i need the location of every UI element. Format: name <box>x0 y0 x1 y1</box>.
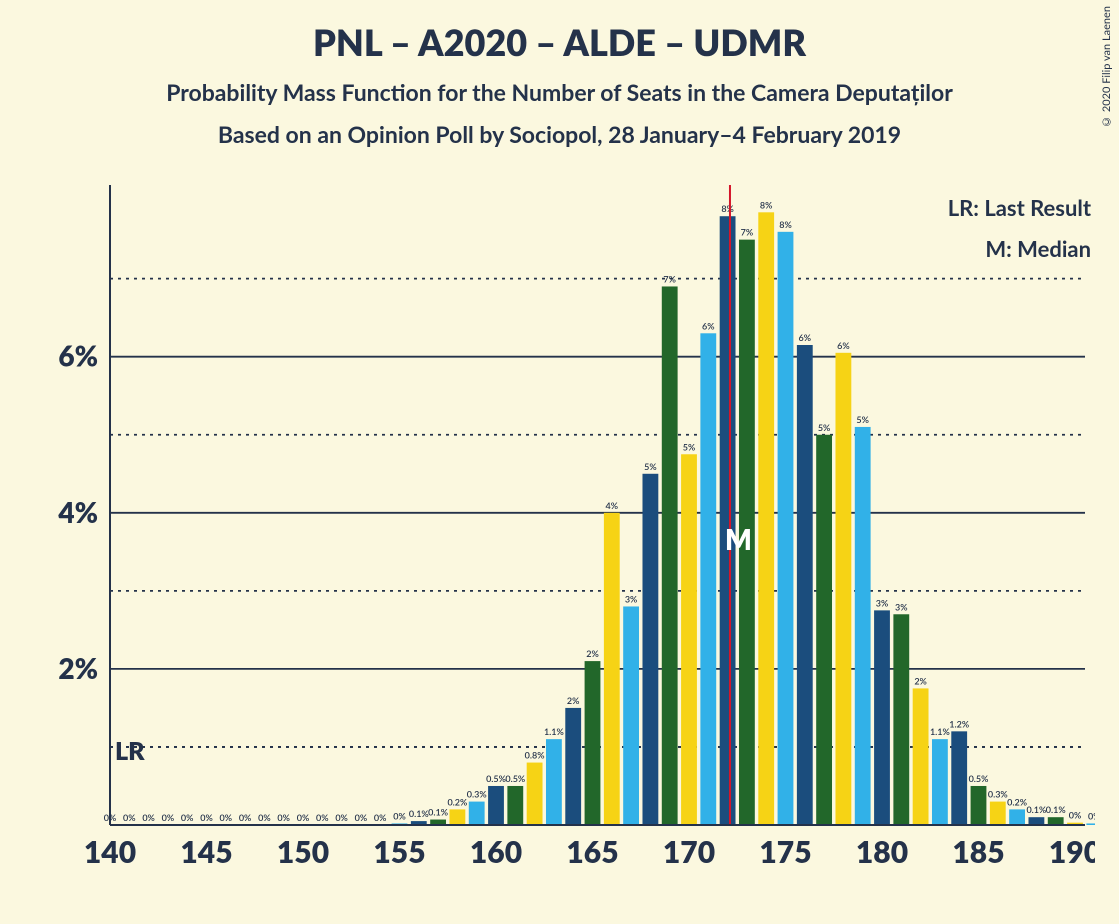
svg-text:0%: 0% <box>239 812 252 823</box>
svg-text:0.1%: 0.1% <box>409 808 429 819</box>
svg-text:1.1%: 1.1% <box>930 726 950 737</box>
svg-text:6%: 6% <box>58 339 98 373</box>
svg-text:8%: 8% <box>721 203 734 214</box>
svg-text:2%: 2% <box>567 695 580 706</box>
svg-text:0.5%: 0.5% <box>486 773 506 784</box>
svg-text:145: 145 <box>180 834 232 870</box>
svg-text:5%: 5% <box>683 441 696 452</box>
svg-text:3%: 3% <box>876 597 889 608</box>
chart-titles: PNL – A2020 – ALDE – UDMR Probability Ma… <box>0 0 1119 148</box>
svg-text:2%: 2% <box>58 651 98 685</box>
svg-text:5%: 5% <box>818 422 831 433</box>
svg-text:175: 175 <box>759 834 811 870</box>
svg-text:0%: 0% <box>355 812 368 823</box>
svg-text:0%: 0% <box>200 812 213 823</box>
svg-text:0%: 0% <box>374 812 387 823</box>
svg-text:0.1%: 0.1% <box>1026 804 1046 815</box>
svg-text:0%: 0% <box>277 812 290 823</box>
svg-text:0.3%: 0.3% <box>467 789 487 800</box>
svg-text:190: 190 <box>1049 834 1095 870</box>
svg-text:0.2%: 0.2% <box>447 796 467 807</box>
svg-text:1.1%: 1.1% <box>544 726 564 737</box>
svg-text:0%: 0% <box>162 812 175 823</box>
median-label: M <box>725 522 752 556</box>
svg-text:150: 150 <box>277 834 329 870</box>
svg-text:170: 170 <box>663 834 715 870</box>
svg-text:0.1%: 0.1% <box>428 807 448 818</box>
copyright-text: © 2020 Filip van Laenen <box>1100 6 1113 128</box>
svg-text:0%: 0% <box>142 812 155 823</box>
svg-text:4%: 4% <box>606 500 619 511</box>
svg-text:3%: 3% <box>625 593 638 604</box>
svg-text:0.5%: 0.5% <box>969 773 989 784</box>
chart-subtitle-2: Based on an Opinion Poll by Sociopol, 28… <box>0 120 1119 148</box>
svg-text:0.5%: 0.5% <box>505 773 525 784</box>
svg-text:7%: 7% <box>663 273 676 284</box>
svg-text:165: 165 <box>566 834 618 870</box>
svg-text:0%: 0% <box>258 812 271 823</box>
svg-text:3%: 3% <box>895 601 908 612</box>
svg-text:0%: 0% <box>181 812 194 823</box>
chart-title: PNL – A2020 – ALDE – UDMR <box>0 20 1119 64</box>
svg-text:0%: 0% <box>1088 810 1095 821</box>
svg-text:0%: 0% <box>297 812 310 823</box>
svg-text:185: 185 <box>952 834 1004 870</box>
svg-text:0.2%: 0.2% <box>1007 796 1027 807</box>
svg-text:0%: 0% <box>220 812 233 823</box>
svg-text:5%: 5% <box>856 414 869 425</box>
chart-area: 2%4%6%0%0%0%0%0%0%0%0%0%0%0%0%0%0%0%0%0.… <box>45 185 1095 885</box>
svg-text:0%: 0% <box>1069 810 1082 821</box>
svg-text:8%: 8% <box>779 219 792 230</box>
svg-text:2%: 2% <box>914 675 927 686</box>
svg-text:5%: 5% <box>644 461 657 472</box>
pmf-bar-chart: 2%4%6%0%0%0%0%0%0%0%0%0%0%0%0%0%0%0%0%0.… <box>45 185 1095 885</box>
svg-text:0.3%: 0.3% <box>988 789 1008 800</box>
svg-text:160: 160 <box>470 834 522 870</box>
svg-text:0%: 0% <box>123 812 136 823</box>
svg-text:6%: 6% <box>799 332 812 343</box>
svg-text:6%: 6% <box>837 340 850 351</box>
svg-text:0%: 0% <box>335 812 348 823</box>
svg-text:0%: 0% <box>316 812 329 823</box>
svg-text:0.8%: 0.8% <box>525 750 545 761</box>
svg-text:7%: 7% <box>741 227 754 238</box>
svg-text:4%: 4% <box>57 495 98 529</box>
svg-text:180: 180 <box>856 834 908 870</box>
svg-text:6%: 6% <box>702 320 715 331</box>
svg-text:1.2%: 1.2% <box>949 718 969 729</box>
svg-text:140: 140 <box>84 834 136 870</box>
chart-subtitle-1: Probability Mass Function for the Number… <box>0 78 1119 106</box>
svg-text:0%: 0% <box>393 810 406 821</box>
svg-text:2%: 2% <box>586 648 599 659</box>
svg-text:0.1%: 0.1% <box>1046 804 1066 815</box>
svg-text:155: 155 <box>373 834 425 870</box>
svg-text:8%: 8% <box>760 199 773 210</box>
lr-axis-label: LR <box>115 736 145 766</box>
